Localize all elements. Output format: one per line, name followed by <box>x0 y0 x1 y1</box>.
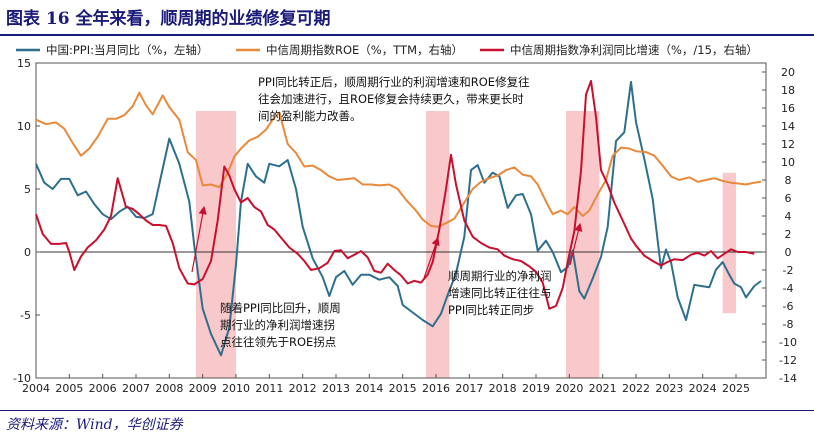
right-tick-label: 4 <box>785 210 792 223</box>
legend-label-roe: 中信周期指数ROE（%，TTM，右轴） <box>266 43 463 57</box>
shaded-period <box>426 111 450 378</box>
left-tick-label: -5 <box>20 309 31 322</box>
right-tick-label: -14 <box>779 372 797 385</box>
x-tick-label: 2020 <box>555 382 583 395</box>
annotation-text: 期行业的净利润增速拐 <box>220 318 335 332</box>
x-tick-label: 2010 <box>222 382 250 395</box>
x-tick-label: 2008 <box>155 382 183 395</box>
x-tick-label: 2005 <box>55 382 83 395</box>
left-tick-label: 10 <box>17 120 31 133</box>
plot-border <box>35 62 767 379</box>
x-tick-label: 2023 <box>655 382 683 395</box>
annotation-text: 间的盈利能力改善。 <box>258 109 362 123</box>
annotation-arrow <box>569 222 583 266</box>
x-tick-label: 2013 <box>322 382 350 395</box>
series-lines <box>35 80 762 357</box>
left-tick-label: 5 <box>24 183 31 196</box>
plot-frame <box>35 62 767 379</box>
annotation-text: 顺周期行业的净利润 <box>448 269 552 283</box>
right-tick-label: 2 <box>785 228 792 241</box>
chart: -10 -5 0 5 10 15 -14 -12 -10 -8 -6 -4 -2 0 2 4 6 8 10 12 14 1… <box>13 43 797 395</box>
x-tick-label: 2007 <box>122 382 150 395</box>
bottom-rule <box>0 410 814 411</box>
annotation-text: PPI同比转正后，顺周期行业的利润增速和ROE修复往 <box>258 75 530 89</box>
source-note: 资料来源：Wind，华创证券 <box>6 417 183 433</box>
left-tick-label: 15 <box>17 57 31 70</box>
annotation-text: PPI同比转正同步 <box>448 303 534 317</box>
x-tick-label: 2018 <box>489 382 517 395</box>
x-tick-label: 2021 <box>589 382 617 395</box>
annotation-arrow <box>191 205 207 273</box>
x-tick-label: 2024 <box>689 382 717 395</box>
x-tick-label: 2009 <box>189 382 217 395</box>
series-line-profit <box>35 80 755 310</box>
right-tick-label: 16 <box>781 102 795 115</box>
right-tick-label: 12 <box>781 138 795 151</box>
annotation-arrow <box>423 236 440 279</box>
right-tick-label: -8 <box>783 318 794 331</box>
right-tick-label: 8 <box>785 174 792 187</box>
annotation-arrows <box>191 205 583 279</box>
series-line-ppi <box>35 80 762 357</box>
right-tick-label: -4 <box>783 282 794 295</box>
annotation-text: 增速同比转正往往与 <box>448 286 552 300</box>
annotations: PPI同比转正后，顺周期行业的利润增速和ROE修复往往会加速进行，且ROE修复会… <box>220 75 552 349</box>
x-tick-label: 2025 <box>722 382 750 395</box>
axis-ticks: -10 -5 0 5 10 15 -14 -12 -10 -8 -6 -4 -2 0 2 4 6 8 10 12 14 1… <box>13 57 797 395</box>
legend: 中国:PPI:当月同比（%，左轴） 中信周期指数ROE（%，TTM，右轴） 中信周期… <box>16 43 758 57</box>
right-tick-label: 20 <box>781 66 795 79</box>
x-tick-label: 2017 <box>455 382 483 395</box>
shaded-period <box>722 172 736 314</box>
annotation-text: 往会加速进行，且ROE修复会持续更久，带来更长时 <box>258 92 524 106</box>
right-tick-label: -6 <box>783 300 794 313</box>
right-tick-label: -10 <box>779 336 797 349</box>
left-tick-label: 0 <box>24 246 31 259</box>
x-tick-label: 2015 <box>389 382 417 395</box>
shaded-period <box>196 111 236 378</box>
x-tick-label: 2011 <box>255 382 283 395</box>
x-tick-label: 2012 <box>289 382 317 395</box>
series-line-roe <box>35 91 762 228</box>
annotation-text: 点往往领先于ROE拐点 <box>220 335 336 349</box>
x-tick-label: 2022 <box>622 382 650 395</box>
right-tick-label: -2 <box>783 264 794 277</box>
right-tick-label: 10 <box>781 156 795 169</box>
left-tick-label: -10 <box>13 372 31 385</box>
x-tick-label: 2014 <box>355 382 383 395</box>
right-tick-label: 14 <box>781 120 795 133</box>
figure-title: 图表 16 全年来看，顺周期的业绩修复可期 <box>6 9 331 29</box>
right-tick-label: 18 <box>781 84 795 97</box>
right-tick-label: -12 <box>779 354 797 367</box>
annotation-text: 随着PPI同比回升，顺周 <box>220 301 341 315</box>
x-tick-label: 2006 <box>89 382 117 395</box>
legend-label-ppi: 中国:PPI:当月同比（%，左轴） <box>46 43 208 57</box>
x-tick-label: 2016 <box>422 382 450 395</box>
x-tick-label: 2004 <box>22 382 50 395</box>
title-rule <box>0 34 814 36</box>
right-tick-label: 0 <box>785 246 792 259</box>
right-tick-label: 6 <box>785 192 792 205</box>
x-tick-label: 2019 <box>522 382 550 395</box>
legend-label-profit: 中信周期指数净利润同比增速（%，/15，右轴） <box>510 43 758 57</box>
